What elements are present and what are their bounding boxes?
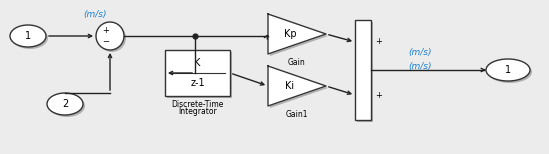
Text: Ki: Ki — [285, 81, 295, 91]
Text: +: + — [375, 38, 382, 47]
Text: Discrete-Time: Discrete-Time — [171, 100, 223, 109]
Ellipse shape — [486, 59, 530, 81]
Circle shape — [98, 24, 126, 52]
Text: −: − — [102, 37, 109, 46]
Polygon shape — [270, 16, 328, 56]
Text: (m/s): (m/s) — [408, 61, 432, 71]
Text: K: K — [194, 58, 201, 68]
Ellipse shape — [49, 95, 85, 117]
Text: Integrator: Integrator — [178, 107, 217, 116]
Text: (m/s): (m/s) — [408, 47, 432, 57]
Text: Kp: Kp — [284, 29, 296, 39]
Bar — [357, 22, 373, 122]
Text: Gain: Gain — [288, 58, 306, 67]
Bar — [167, 52, 232, 98]
Text: +: + — [375, 91, 382, 99]
Ellipse shape — [12, 27, 48, 49]
Text: Gain1: Gain1 — [285, 110, 308, 119]
Polygon shape — [270, 68, 328, 108]
Ellipse shape — [10, 25, 46, 47]
Text: 1: 1 — [505, 65, 511, 75]
Bar — [355, 20, 371, 120]
Polygon shape — [268, 66, 326, 106]
Text: +: + — [102, 26, 109, 35]
Ellipse shape — [488, 61, 532, 83]
Text: z-1: z-1 — [190, 78, 205, 88]
Polygon shape — [268, 14, 326, 54]
Text: (m/s): (m/s) — [83, 10, 107, 18]
Bar — [165, 50, 230, 96]
Circle shape — [96, 22, 124, 50]
Ellipse shape — [47, 93, 83, 115]
Text: 1: 1 — [25, 31, 31, 41]
Text: 2: 2 — [62, 99, 68, 109]
